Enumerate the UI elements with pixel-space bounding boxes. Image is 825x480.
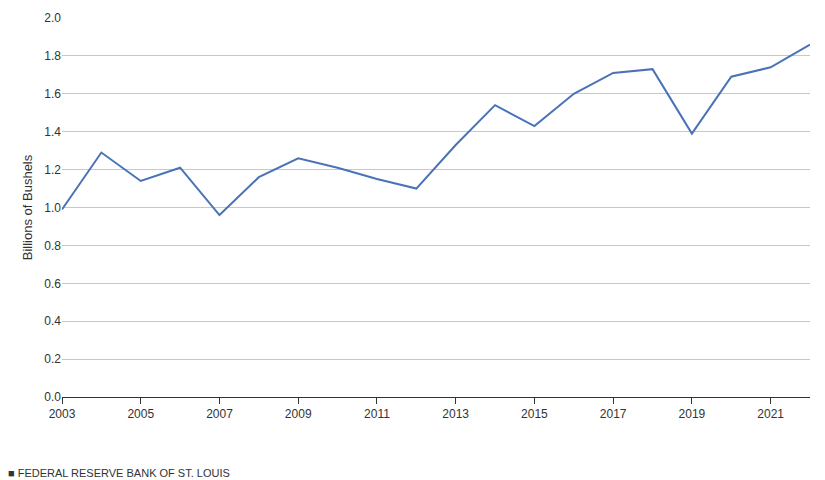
svg-text:2.0: 2.0 — [44, 11, 61, 25]
svg-text:■ FEDERAL RESERVE BANK OF ST.: ■ FEDERAL RESERVE BANK OF ST. LOUIS — [8, 467, 230, 479]
svg-text:2003: 2003 — [49, 407, 76, 421]
svg-text:2007: 2007 — [206, 407, 233, 421]
svg-text:2011: 2011 — [364, 407, 390, 421]
svg-text:1.2: 1.2 — [44, 163, 61, 177]
svg-text:2021: 2021 — [757, 407, 784, 421]
svg-text:0.0: 0.0 — [44, 390, 61, 404]
svg-text:2005: 2005 — [127, 407, 154, 421]
svg-text:2009: 2009 — [285, 407, 312, 421]
svg-text:1.6: 1.6 — [44, 87, 61, 101]
svg-text:1.0: 1.0 — [44, 201, 61, 215]
svg-text:Billions of Bushels: Billions of Bushels — [20, 154, 35, 260]
svg-text:0.2: 0.2 — [44, 352, 61, 366]
svg-text:2019: 2019 — [679, 407, 706, 421]
svg-text:2015: 2015 — [521, 407, 548, 421]
svg-text:0.8: 0.8 — [44, 239, 61, 253]
svg-text:0.6: 0.6 — [44, 277, 61, 291]
svg-text:0.4: 0.4 — [44, 314, 61, 328]
svg-text:2013: 2013 — [442, 407, 469, 421]
svg-text:1.8: 1.8 — [44, 49, 61, 63]
svg-text:1.4: 1.4 — [44, 125, 61, 139]
svg-text:2017: 2017 — [600, 407, 627, 421]
